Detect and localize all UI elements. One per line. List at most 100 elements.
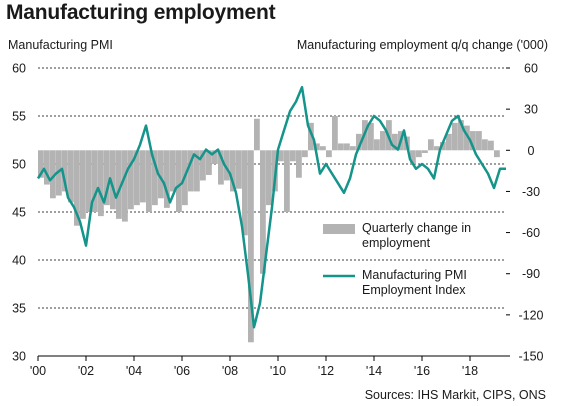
employment-bar	[482, 139, 488, 151]
employment-bar	[260, 150, 266, 274]
employment-bar	[266, 150, 272, 206]
employment-bar	[242, 150, 248, 236]
employment-bar	[62, 150, 68, 192]
employment-bar	[344, 143, 350, 151]
employment-bar	[338, 143, 344, 151]
employment-bar	[92, 150, 98, 212]
right-tick-label: 0	[528, 144, 535, 158]
right-tick-label: -30	[522, 185, 540, 199]
employment-bar	[410, 150, 416, 164]
left-tick-label: 35	[12, 302, 26, 316]
employment-bar	[278, 150, 284, 162]
employment-bar	[146, 150, 152, 212]
employment-bar	[152, 150, 158, 206]
axes: 30 35 40 45 50 55 60 -150 -120 -90 -60 -30 0 30 60 '00 '…	[12, 62, 543, 379]
employment-bar	[38, 150, 44, 178]
employment-bar	[254, 118, 260, 151]
x-tick-label: '18	[462, 364, 478, 378]
employment-bar	[284, 150, 290, 212]
employment-bar	[170, 150, 176, 192]
employment-bar	[212, 150, 218, 164]
employment-bar	[476, 131, 482, 151]
employment-bar	[248, 150, 254, 343]
employment-bar	[308, 122, 314, 151]
employment-bar	[494, 150, 500, 158]
employment-bar	[206, 150, 212, 175]
legend-line-label-line2: Employment Index	[362, 283, 466, 297]
employment-bar	[422, 150, 428, 154]
employment-bar	[458, 120, 464, 151]
legend-bar-label-line2: employment	[362, 236, 431, 250]
x-tick-label: '12	[318, 364, 334, 378]
employment-bar	[302, 150, 308, 158]
employment-bar	[326, 150, 332, 158]
employment-bar	[314, 143, 320, 151]
employment-bar	[200, 150, 206, 181]
employment-bar	[452, 122, 458, 151]
employment-bar	[44, 150, 50, 185]
employment-bar	[380, 131, 386, 151]
employment-bar	[86, 150, 92, 212]
right-tick-label: -150	[518, 350, 543, 364]
x-tick-label: '06	[174, 364, 190, 378]
employment-bar	[164, 150, 170, 208]
employment-bar	[320, 146, 326, 151]
chart-title: Manufacturing employment	[6, 1, 276, 24]
right-tick-label: -120	[518, 308, 543, 322]
x-tick-label: '04	[126, 364, 142, 378]
left-tick-label: 50	[12, 158, 26, 172]
employment-bar	[110, 150, 116, 210]
employment-bar	[50, 150, 56, 199]
employment-bar	[416, 150, 422, 158]
employment-bar	[80, 150, 86, 219]
employment-bar	[470, 131, 476, 151]
right-tick-label: -60	[522, 226, 540, 240]
employment-bar	[128, 150, 134, 210]
employment-bar	[188, 150, 194, 192]
employment-bar	[236, 150, 242, 189]
employment-bar	[194, 150, 200, 192]
employment-bar	[464, 125, 470, 151]
legend-bar-swatch	[323, 224, 355, 234]
employment-bar	[446, 133, 452, 151]
employment-bar	[440, 142, 446, 151]
employment-bar	[350, 146, 356, 151]
employment-bar	[56, 150, 62, 196]
x-tick-label: '10	[270, 364, 286, 378]
employment-bar	[218, 150, 224, 185]
employment-bar	[68, 150, 74, 203]
x-tick-label: '00	[30, 364, 46, 378]
employment-bar	[122, 150, 128, 222]
right-tick-label: -90	[522, 267, 540, 281]
employment-bar	[374, 139, 380, 151]
left-tick-label: 60	[12, 62, 26, 76]
employment-bar	[116, 150, 122, 219]
right-tick-label: 30	[524, 103, 538, 117]
employment-bar	[224, 150, 230, 181]
x-tick-label: '02	[78, 364, 94, 378]
legend-line-label-line1: Manufacturing PMI	[362, 268, 467, 282]
employment-bar	[134, 150, 140, 206]
legend: Quarterly change in employment Manufactu…	[323, 221, 471, 297]
employment-bar	[368, 122, 374, 151]
employment-bar	[434, 146, 440, 151]
employment-bar	[98, 150, 104, 217]
left-axis-label: Manufacturing PMI	[8, 38, 113, 52]
employment-bar	[392, 133, 398, 151]
employment-bar	[488, 140, 494, 151]
right-tick-label: 60	[524, 62, 538, 76]
employment-bar	[140, 150, 146, 203]
right-axis-label: Manufacturing employment q/q change ('00…	[296, 38, 548, 52]
x-tick-label: '08	[222, 364, 238, 378]
x-tick-label: '16	[414, 364, 430, 378]
employment-bar	[176, 150, 182, 212]
employment-bar	[290, 150, 296, 162]
left-tick-label: 45	[12, 206, 26, 220]
employment-bar	[74, 150, 80, 226]
employment-bar	[230, 150, 236, 192]
employment-bar	[104, 150, 110, 206]
pmi-line-layer	[36, 85, 506, 329]
left-tick-label: 55	[12, 110, 26, 124]
legend-bar-label-line1: Quarterly change in	[362, 221, 471, 235]
